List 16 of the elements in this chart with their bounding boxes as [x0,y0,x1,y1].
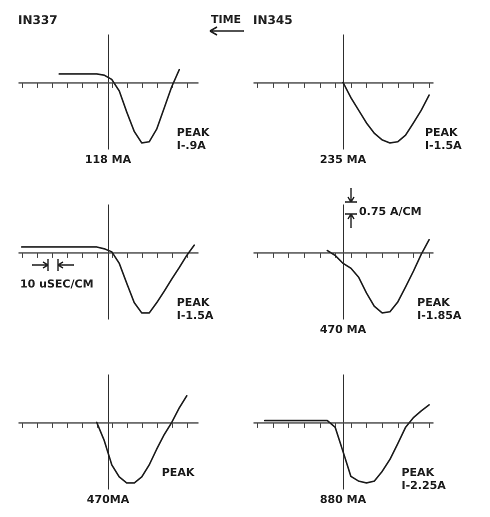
text: 118 MA [84,153,132,166]
annotation: PEAK I-1.85A [417,296,462,322]
annotation: PEAK I-.9A [176,126,210,152]
text: 880 MA [320,493,367,506]
text: 470MA [86,493,130,506]
text: 470 MA [320,323,367,336]
chart-title: IN337 [18,13,58,27]
annotation: PEAK I-1.5A [424,126,462,152]
annotation: PEAK I-1.5A [176,296,214,322]
chart-title: IN345 [253,13,293,27]
annotation: PEAK [162,466,195,479]
text: TIME [210,13,242,26]
annotation: 10 uSEC/CM [20,277,94,290]
annotation: PEAK I-2.25A [401,466,446,492]
text: 235 MA [320,153,367,166]
text: 0.75 A/CM [359,205,422,218]
